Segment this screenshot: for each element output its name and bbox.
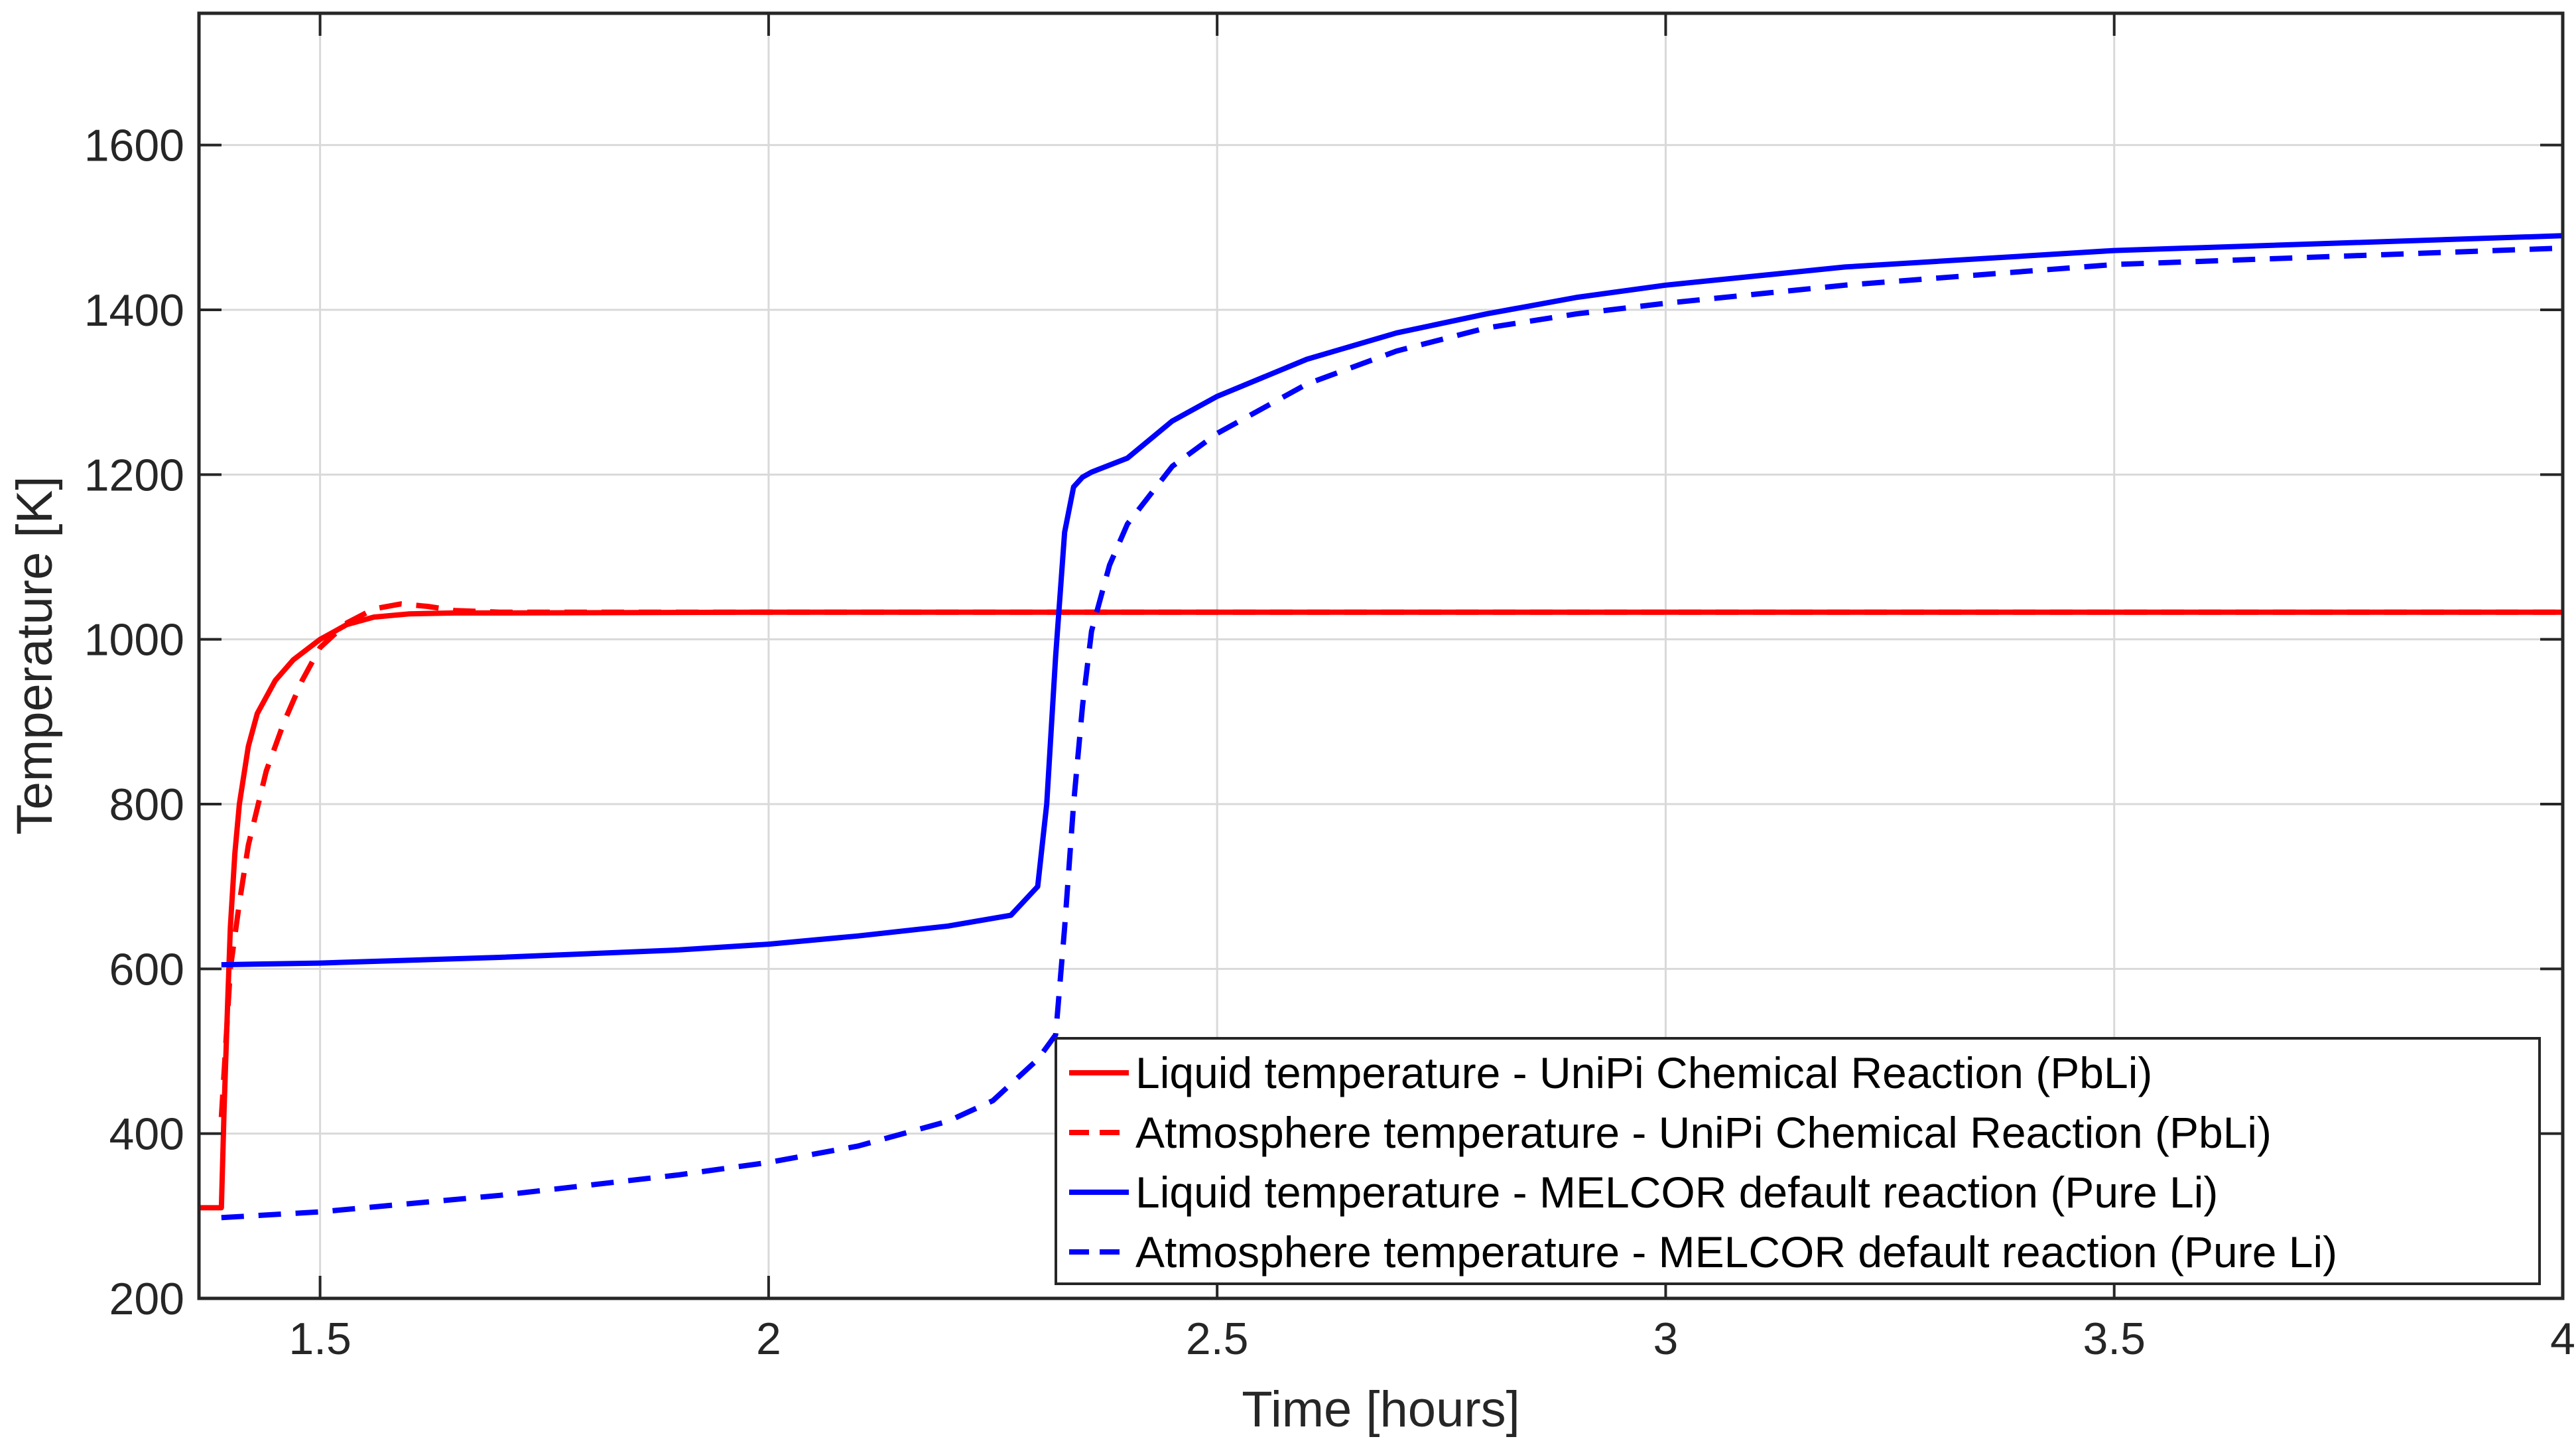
tick-labels: 1.5 2 2.5 3 3.5 4 200 400 600 800 1000 1200 1400 1600 [84,121,2575,1364]
series-layer [199,233,2563,1221]
x-tick-label: 1.5 [289,1314,352,1364]
legend-box [1055,1037,2541,1285]
plot-frame [197,11,2565,1300]
series-line-2 [218,601,2563,1118]
legend-entry-1: Liquid temperature - UniPi Chemical Reac… [1135,1048,2152,1097]
legend-entry-2: Atmosphere temperature - UniPi Chemical … [1135,1108,2272,1157]
y-tick-label: 200 [109,1274,184,1324]
x-axis-label: Time [hours] [1242,1381,1520,1438]
legend-entry-3: Liquid temperature - MELCOR default reac… [1135,1168,2218,1217]
series-line-4 [221,245,2563,1221]
y-tick-label: 600 [109,944,184,995]
x-tick-label: 3.5 [2083,1314,2146,1364]
legend-entry-4: Atmosphere temperature - MELCOR default … [1135,1227,2337,1276]
y-tick-label: 400 [109,1109,184,1160]
legend: Liquid temperature - UniPi Chemical Reac… [1055,1037,2541,1285]
y-tick-label: 1600 [84,121,184,171]
x-tick-label: 2 [756,1314,781,1364]
series-line-3 [221,233,2563,968]
x-tick-label: 4 [2550,1314,2575,1364]
x-tick-label: 2.5 [1186,1314,1249,1364]
y-tick-label: 1400 [84,285,184,336]
tick-marks [199,13,2564,1300]
y-tick-label: 1200 [84,450,184,500]
y-tick-label: 1000 [84,615,184,665]
y-tick-label: 800 [109,780,184,830]
y-axis-label: Temperature [K] [7,476,63,835]
x-tick-label: 3 [1653,1314,1679,1364]
